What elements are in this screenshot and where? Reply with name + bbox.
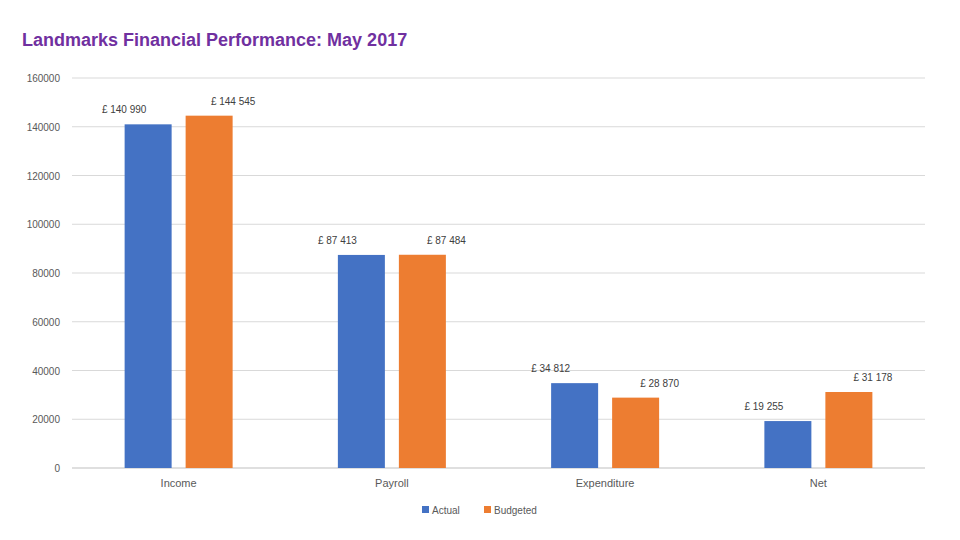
- data-label: £ 140 990: [102, 104, 147, 115]
- bar: [551, 383, 598, 468]
- x-tick-label: Income: [161, 477, 197, 489]
- legend-label: Budgeted: [494, 505, 537, 516]
- y-tick-label: 160000: [27, 73, 61, 84]
- x-tick-label: Expenditure: [576, 477, 635, 489]
- bar: [338, 255, 385, 468]
- legend: Actual Budgeted: [422, 505, 537, 516]
- legend-swatch: [484, 506, 491, 513]
- bar: [612, 398, 659, 468]
- data-label: £ 87 484: [427, 235, 466, 246]
- y-tick-label: 0: [54, 463, 60, 474]
- title: Landmarks Financial Performance: May 201…: [22, 30, 407, 50]
- bar: [825, 392, 872, 468]
- y-axis: [72, 78, 73, 468]
- data-label: £ 34 812: [531, 363, 570, 374]
- y-tick-label: 20000: [32, 414, 60, 425]
- y-tick-label: 40000: [32, 366, 60, 377]
- bars: [125, 116, 873, 468]
- data-label: £ 144 545: [211, 96, 256, 107]
- chart: Landmarks Financial Performance: May 201…: [0, 0, 960, 540]
- x-tick-label: Net: [810, 477, 827, 489]
- bar: [399, 255, 446, 468]
- bar: [125, 124, 172, 468]
- y-tick-label: 60000: [32, 317, 60, 328]
- x-tick-label: Payroll: [375, 477, 409, 489]
- bar: [764, 421, 811, 468]
- y-tick-label: 80000: [32, 268, 60, 279]
- y-tick-label: 100000: [27, 219, 61, 230]
- bar: [186, 116, 233, 468]
- legend-label: Actual: [432, 505, 460, 516]
- y-tick-label: 120000: [27, 171, 61, 182]
- data-label: £ 19 255: [744, 401, 783, 412]
- data-label: £ 87 413: [318, 235, 357, 246]
- legend-swatch: [422, 506, 429, 513]
- y-tick-label: 140000: [27, 122, 61, 133]
- data-label: £ 31 178: [853, 372, 892, 383]
- data-label: £ 28 870: [640, 378, 679, 389]
- grid-line: [72, 78, 925, 79]
